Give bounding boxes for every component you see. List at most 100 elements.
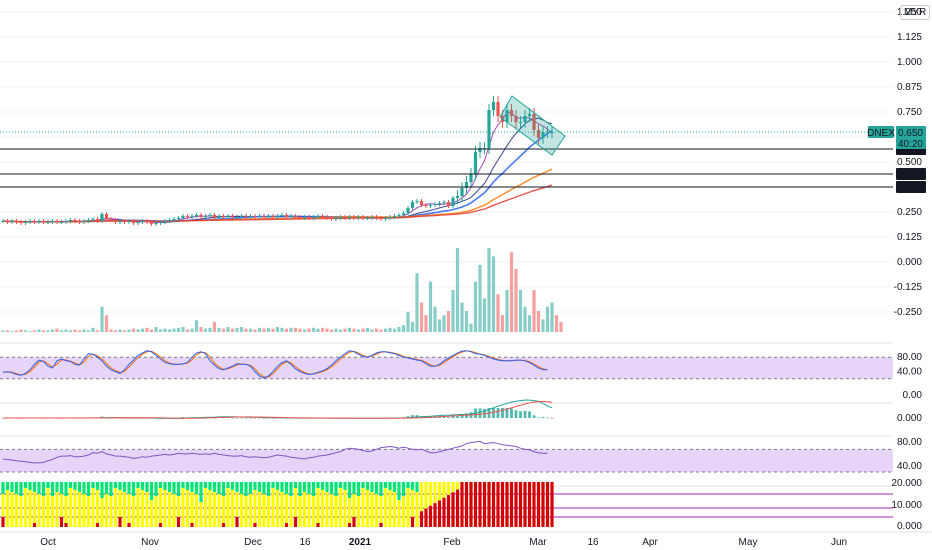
stack-green (208, 482, 212, 490)
stack-yellow (50, 496, 55, 527)
volume-bar (131, 328, 136, 332)
price-axis-tick: 0.750 (897, 107, 922, 118)
candle-body (343, 217, 347, 218)
time-axis-tick: 2021 (349, 537, 372, 548)
currency-button[interactable]: MYR (900, 5, 931, 20)
volume-bar (262, 328, 266, 332)
macd-axis-tick: 0.000 (897, 413, 922, 424)
stack-green (140, 482, 145, 490)
volume-bar (104, 315, 109, 332)
stack-yellow (446, 482, 451, 496)
stack-yellow (383, 488, 388, 527)
candle-body (442, 202, 446, 203)
price-axis-tick: -0.125 (894, 282, 923, 293)
candle-body (370, 217, 374, 218)
candle-body (64, 221, 68, 222)
macd-histogram-bar (181, 417, 185, 418)
stack-green (55, 482, 59, 492)
candle-body (388, 217, 392, 218)
stack-green (190, 482, 194, 492)
stack-yellow (307, 494, 311, 527)
candle-body (469, 174, 473, 182)
ticker-badge-bg (868, 126, 894, 138)
candle-body (523, 116, 527, 122)
candle-body (271, 216, 275, 217)
candle-body (253, 216, 257, 217)
stack-yellow (280, 492, 284, 527)
volume-bar (559, 321, 563, 332)
candle-body (379, 218, 383, 219)
volume-bar (361, 328, 365, 332)
candle-body (154, 223, 158, 224)
stack-green (37, 482, 41, 494)
stack-yellow (419, 482, 424, 512)
volume-bar (532, 290, 536, 332)
volume-bar (55, 328, 59, 332)
macd-histogram-bar (411, 415, 414, 418)
macd-histogram-bar (528, 411, 531, 418)
volume-bar (208, 327, 212, 332)
macd-histogram-bar (132, 418, 135, 419)
stack-green (59, 482, 64, 494)
macd-histogram-bar (510, 408, 513, 418)
stack-yellow (208, 490, 212, 527)
level-badge-bg (896, 168, 926, 180)
candle-body (257, 216, 262, 217)
stack-yellow (262, 494, 266, 527)
level-badge-bg (896, 181, 926, 193)
volume-bar (334, 328, 338, 332)
stoch-axis-tick: 40.00 (897, 367, 922, 378)
candle-body (235, 217, 239, 218)
stack-green (370, 482, 374, 492)
volume-bar (275, 326, 280, 332)
stack-red (523, 482, 527, 527)
level-badge-label: 0.440 (898, 170, 923, 181)
candle-body (226, 216, 230, 217)
stack-green (1, 482, 5, 494)
volume-bar (518, 290, 523, 332)
stack-yellow (109, 496, 113, 527)
stack-yellow (388, 490, 392, 527)
candle-body (460, 188, 464, 196)
stack-yellow (325, 492, 329, 527)
stack-yellow (203, 488, 208, 527)
stack-green (289, 482, 293, 496)
stack-yellow (41, 496, 46, 527)
volume-bar (356, 329, 361, 332)
rsi-band (0, 449, 893, 472)
candle-body (118, 221, 122, 222)
volume-bar (536, 311, 541, 332)
stack-yellow (235, 492, 239, 517)
time-axis-tick: Apr (642, 537, 658, 548)
stack-green (203, 482, 208, 488)
stack-yellow (176, 496, 181, 517)
stack-green (230, 482, 235, 490)
stack-green (415, 482, 419, 492)
stack-yellow (437, 482, 442, 501)
candle-body (199, 215, 203, 217)
stack-red (158, 523, 163, 527)
stack-green (293, 482, 298, 488)
stack-red (379, 523, 383, 527)
stack-yellow (77, 492, 82, 527)
volume-bar (325, 328, 329, 332)
stack-yellow (239, 494, 244, 527)
flag-channel-shape (499, 95, 566, 156)
stack-green (194, 482, 199, 494)
candle-body (95, 219, 100, 221)
macd-histogram-bar (465, 413, 468, 418)
candle-body (392, 216, 397, 217)
volume-bar (302, 329, 307, 332)
stack-green (356, 482, 361, 496)
stack-red (473, 482, 478, 527)
stack-yellow (298, 496, 302, 527)
stack-green (406, 482, 410, 488)
stack-red (95, 523, 100, 527)
macd-histogram-bar (406, 416, 410, 418)
stack-yellow (257, 492, 262, 527)
volume-bar (496, 294, 500, 332)
volume-bar (86, 330, 91, 332)
stack-yellow (217, 494, 221, 527)
macd-histogram-bar (546, 417, 549, 419)
